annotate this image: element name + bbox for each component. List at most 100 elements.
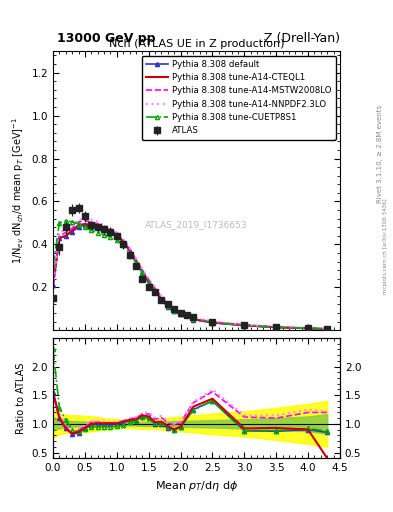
Pythia 8.308 default [242,323,247,329]
Pythia 8.308 tune-CUETP8S1 [210,319,215,326]
Pythia 8.308 tune-CUETP8S1 [121,242,125,248]
Line: Pythia 8.308 tune-A14-NNPDF2.3LO: Pythia 8.308 tune-A14-NNPDF2.3LO [53,219,327,329]
Pythia 8.308 default [76,224,81,230]
Pythia 8.308 tune-A14-MSTW2008LO [153,285,158,291]
Pythia 8.308 tune-A14-NNPDF2.3LO [210,318,215,325]
Pythia 8.308 tune-A14-NNPDF2.3LO [191,315,196,321]
Pythia 8.308 default [325,326,330,332]
Pythia 8.308 tune-A14-NNPDF2.3LO [51,282,55,288]
Pythia 8.308 default [146,280,151,286]
Pythia 8.308 tune-A14-NNPDF2.3LO [153,284,158,290]
Pythia 8.308 tune-A14-NNPDF2.3LO [57,229,62,236]
Pythia 8.308 default [210,319,215,326]
Text: mcplots.cern.ch [arXiv:1306.3436]: mcplots.cern.ch [arXiv:1306.3436] [383,198,387,293]
Pythia 8.308 tune-A14-MSTW2008LO [127,246,132,252]
Pythia 8.308 tune-A14-CTEQL1 [274,324,279,330]
Pythia 8.308 tune-A14-NNPDF2.3LO [274,324,279,330]
Pythia 8.308 default [159,297,164,303]
Pythia 8.308 tune-A14-CTEQL1 [57,235,62,241]
Y-axis label: Ratio to ATLAS: Ratio to ATLAS [16,362,26,434]
Pythia 8.308 tune-A14-NNPDF2.3LO [127,245,132,251]
Pythia 8.308 tune-A14-NNPDF2.3LO [146,275,151,282]
Pythia 8.308 tune-CUETP8S1 [191,316,196,322]
Pythia 8.308 default [102,226,107,232]
Text: Z (Drell-Yan): Z (Drell-Yan) [264,32,340,45]
Pythia 8.308 tune-A14-MSTW2008LO [159,294,164,300]
Pythia 8.308 tune-CUETP8S1 [274,324,279,330]
Text: ATLAS_2019_I1736653: ATLAS_2019_I1736653 [145,220,248,229]
Pythia 8.308 tune-A14-CTEQL1 [89,222,94,228]
Pythia 8.308 default [165,304,170,310]
Pythia 8.308 tune-A14-NNPDF2.3LO [83,216,87,222]
Pythia 8.308 default [127,248,132,254]
Text: 13000 GeV pp: 13000 GeV pp [57,32,156,45]
Legend: Pythia 8.308 default, Pythia 8.308 tune-A14-CTEQL1, Pythia 8.308 tune-A14-MSTW20: Pythia 8.308 default, Pythia 8.308 tune-… [142,55,336,140]
Pythia 8.308 tune-A14-NNPDF2.3LO [242,322,247,328]
Y-axis label: 1/N$_{ev}$ dN$_{ch}$/d mean p$_T$ [GeV]$^{-1}$: 1/N$_{ev}$ dN$_{ch}$/d mean p$_T$ [GeV]$… [10,117,26,264]
Pythia 8.308 tune-A14-NNPDF2.3LO [102,222,107,228]
Pythia 8.308 tune-CUETP8S1 [95,229,100,236]
Pythia 8.308 tune-A14-NNPDF2.3LO [134,255,138,262]
Pythia 8.308 tune-A14-CTEQL1 [102,225,107,231]
Text: Rivet 3.1.10, ≥ 2.8M events: Rivet 3.1.10, ≥ 2.8M events [377,104,383,203]
Pythia 8.308 tune-CUETP8S1 [51,263,55,269]
Pythia 8.308 tune-A14-MSTW2008LO [70,225,75,231]
Pythia 8.308 default [191,316,196,323]
Pythia 8.308 default [178,311,183,317]
Pythia 8.308 tune-A14-MSTW2008LO [178,310,183,316]
Pythia 8.308 tune-A14-CTEQL1 [51,282,55,288]
Pythia 8.308 tune-A14-MSTW2008LO [57,233,62,239]
Pythia 8.308 tune-A14-MSTW2008LO [242,322,247,328]
Pythia 8.308 tune-A14-MSTW2008LO [165,301,170,307]
Pythia 8.308 tune-CUETP8S1 [153,288,158,294]
Pythia 8.308 tune-A14-MSTW2008LO [325,326,330,332]
Pythia 8.308 tune-A14-CTEQL1 [178,311,183,317]
Pythia 8.308 tune-A14-CTEQL1 [76,222,81,228]
Pythia 8.308 default [172,308,176,314]
Pythia 8.308 tune-A14-CTEQL1 [191,316,196,322]
Pythia 8.308 tune-A14-CTEQL1 [172,308,176,314]
Pythia 8.308 tune-A14-CTEQL1 [127,247,132,253]
Pythia 8.308 tune-A14-NNPDF2.3LO [70,222,75,228]
Pythia 8.308 tune-CUETP8S1 [165,303,170,309]
Pythia 8.308 tune-A14-CTEQL1 [70,227,75,233]
Pythia 8.308 tune-A14-MSTW2008LO [108,226,113,232]
Line: Pythia 8.308 default: Pythia 8.308 default [51,223,329,331]
Pythia 8.308 tune-A14-MSTW2008LO [210,319,215,325]
Line: Pythia 8.308 tune-A14-CTEQL1: Pythia 8.308 tune-A14-CTEQL1 [53,224,327,329]
Pythia 8.308 tune-A14-CTEQL1 [153,287,158,293]
Pythia 8.308 default [83,222,87,228]
Pythia 8.308 tune-A14-NNPDF2.3LO [306,325,310,331]
Pythia 8.308 tune-A14-NNPDF2.3LO [114,229,119,236]
Pythia 8.308 tune-A14-MSTW2008LO [89,219,94,225]
Pythia 8.308 tune-A14-CTEQL1 [306,325,310,331]
Pythia 8.308 tune-CUETP8S1 [140,270,145,276]
Pythia 8.308 tune-A14-MSTW2008LO [146,276,151,283]
Pythia 8.308 tune-A14-MSTW2008LO [76,219,81,225]
Pythia 8.308 tune-CUETP8S1 [76,221,81,227]
Pythia 8.308 default [57,235,62,241]
Pythia 8.308 tune-A14-MSTW2008LO [191,315,196,322]
Pythia 8.308 tune-A14-NNPDF2.3LO [108,225,113,231]
Pythia 8.308 tune-CUETP8S1 [172,308,176,314]
Pythia 8.308 tune-CUETP8S1 [306,325,310,331]
Pythia 8.308 tune-A14-MSTW2008LO [114,230,119,237]
Pythia 8.308 default [108,228,113,234]
Pythia 8.308 tune-A14-CTEQL1 [121,238,125,244]
Pythia 8.308 tune-A14-NNPDF2.3LO [159,293,164,299]
Pythia 8.308 default [306,325,310,331]
Pythia 8.308 tune-CUETP8S1 [242,322,247,328]
Pythia 8.308 tune-A14-NNPDF2.3LO [165,300,170,306]
Pythia 8.308 tune-A14-NNPDF2.3LO [76,217,81,223]
Pythia 8.308 tune-A14-MSTW2008LO [134,257,138,263]
Title: Nch (ATLAS UE in Z production): Nch (ATLAS UE in Z production) [109,39,284,49]
Pythia 8.308 tune-A14-MSTW2008LO [172,306,176,312]
Pythia 8.308 tune-A14-MSTW2008LO [95,221,100,227]
Pythia 8.308 tune-A14-CTEQL1 [140,268,145,274]
Pythia 8.308 tune-A14-MSTW2008LO [102,224,107,230]
Pythia 8.308 tune-A14-NNPDF2.3LO [63,226,68,232]
Pythia 8.308 tune-A14-NNPDF2.3LO [140,266,145,272]
Pythia 8.308 tune-A14-CTEQL1 [325,326,330,332]
Pythia 8.308 tune-CUETP8S1 [134,260,138,266]
Pythia 8.308 default [95,224,100,230]
